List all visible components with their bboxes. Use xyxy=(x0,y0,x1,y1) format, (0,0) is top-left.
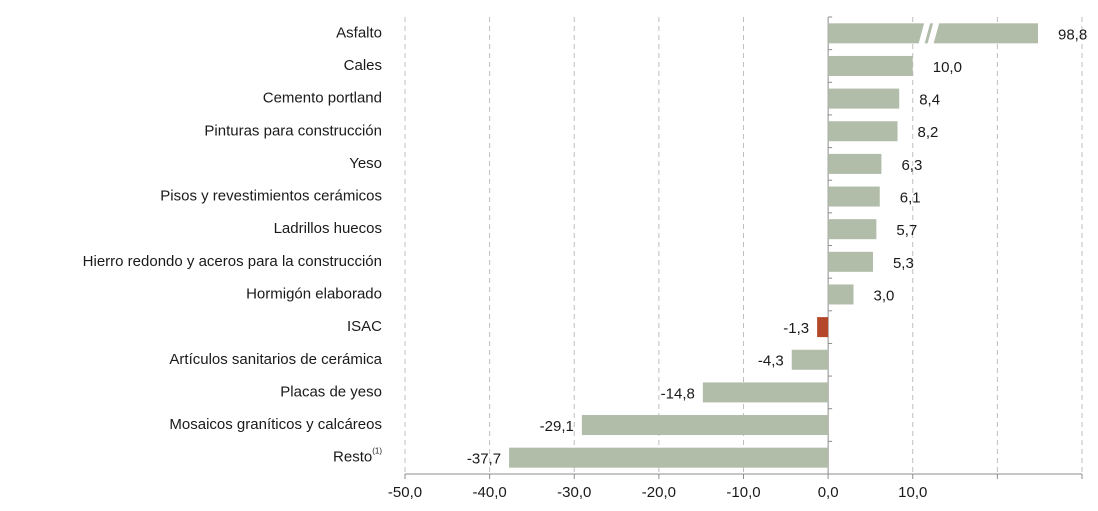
value-label: 6,1 xyxy=(900,190,921,207)
category-text: Hierro redondo y aceros para la construc… xyxy=(83,253,382,270)
x-tick-label: -50,0 xyxy=(388,484,422,501)
category-label: Cales xyxy=(344,57,382,74)
bar xyxy=(817,317,829,338)
category-text: Pisos y revestimientos cerámicos xyxy=(160,188,382,205)
category-label: Yeso xyxy=(349,155,382,172)
category-text: Placas de yeso xyxy=(280,383,382,400)
bar xyxy=(509,447,829,468)
category-text: Ladrillos huecos xyxy=(274,220,382,237)
category-label: Hierro redondo y aceros para la construc… xyxy=(83,253,382,270)
axis-break xyxy=(918,22,931,45)
value-label: 98,8 xyxy=(1058,26,1087,43)
category-label: Ladrillos huecos xyxy=(274,220,382,237)
category-text: Cales xyxy=(344,57,382,74)
bar xyxy=(828,121,898,142)
category-label: Pinturas para construcción xyxy=(204,122,382,139)
category-text: Artículos sanitarios de cerámica xyxy=(169,351,382,368)
value-label: 8,2 xyxy=(918,124,939,141)
value-label: -29,1 xyxy=(540,418,574,435)
category-label: ISAC xyxy=(347,318,382,335)
value-label: 6,3 xyxy=(901,157,922,174)
value-label: 5,7 xyxy=(896,222,917,239)
x-tick-label: 0,0 xyxy=(818,484,839,501)
category-text: ISAC xyxy=(347,318,382,335)
value-label: -14,8 xyxy=(661,385,695,402)
value-label: 10,0 xyxy=(933,59,962,76)
category-label: Placas de yeso xyxy=(280,383,382,400)
value-label: 5,3 xyxy=(893,255,914,272)
axis-break xyxy=(927,22,940,45)
footnote-mark: (1) xyxy=(372,447,382,456)
category-label: Resto(1) xyxy=(333,447,382,466)
x-tick-label: 10,0 xyxy=(898,484,927,501)
category-label: Mosaicos graníticos y calcáreos xyxy=(169,416,382,433)
category-label: Pisos y revestimientos cerámicos xyxy=(160,188,382,205)
category-label: Artículos sanitarios de cerámica xyxy=(169,351,382,368)
bar xyxy=(702,382,829,403)
value-label: 8,4 xyxy=(919,92,940,109)
category-text: Asfalto xyxy=(336,24,382,41)
category-label: Hormigón elaborado xyxy=(246,285,382,302)
category-text: Resto xyxy=(333,449,372,466)
x-tick-label: -10,0 xyxy=(726,484,760,501)
category-text: Cemento portland xyxy=(263,90,382,107)
category-text: Mosaicos graníticos y calcáreos xyxy=(169,416,382,433)
bar xyxy=(828,153,882,174)
value-label: -4,3 xyxy=(758,353,784,370)
bar xyxy=(828,284,854,305)
bar xyxy=(828,251,873,272)
category-label: Cemento portland xyxy=(263,90,382,107)
category-label: Asfalto xyxy=(336,24,382,41)
x-tick-label: -40,0 xyxy=(473,484,507,501)
bar xyxy=(581,415,829,436)
bar xyxy=(828,55,913,76)
bar xyxy=(791,349,829,370)
x-tick-label: -20,0 xyxy=(642,484,676,501)
bar xyxy=(828,186,880,207)
value-label: -37,7 xyxy=(467,451,501,468)
bar xyxy=(828,219,877,240)
category-text: Hormigón elaborado xyxy=(246,285,382,302)
value-label: 3,0 xyxy=(874,287,895,304)
category-text: Yeso xyxy=(349,155,382,172)
value-label: -1,3 xyxy=(783,320,809,337)
bar xyxy=(828,88,900,109)
x-tick-label: -30,0 xyxy=(557,484,591,501)
category-text: Pinturas para construcción xyxy=(204,122,382,139)
